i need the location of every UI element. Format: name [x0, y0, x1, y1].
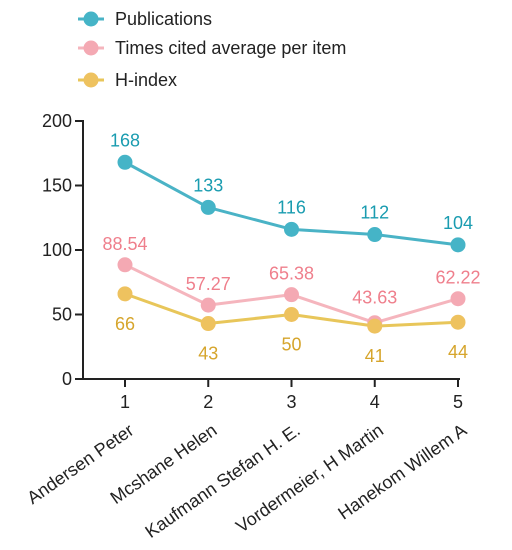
- y-tick-label: 0: [62, 369, 72, 389]
- series-2: [117, 286, 466, 334]
- series-0: [117, 154, 466, 253]
- data-label: 168: [110, 130, 140, 150]
- data-label: 62.22: [435, 268, 480, 288]
- data-point: [200, 199, 216, 215]
- legend-marker-1: [83, 40, 99, 56]
- data-point: [117, 154, 133, 170]
- y-tick-label: 150: [42, 176, 72, 196]
- data-point: [117, 257, 133, 273]
- data-label: 65.38: [269, 264, 314, 284]
- data-label: 88.54: [102, 234, 147, 254]
- legend-marker-2: [83, 72, 99, 88]
- data-point: [117, 286, 133, 302]
- data-label: 66: [115, 314, 135, 334]
- data-label: 116: [277, 197, 306, 217]
- data-label: 44: [448, 342, 468, 362]
- data-label: 57.27: [186, 274, 231, 294]
- legend-label-2: H-index: [115, 70, 177, 90]
- data-label: 50: [281, 335, 301, 355]
- legend-label-1: Times cited average per item: [115, 38, 346, 58]
- data-label: 41: [365, 346, 385, 366]
- x-tick-label: 1: [120, 392, 130, 412]
- data-label: 112: [360, 203, 389, 223]
- data-label: 133: [193, 175, 223, 195]
- x-tick-label: 5: [453, 392, 463, 412]
- x-tick-label: 4: [370, 392, 380, 412]
- data-point: [450, 237, 466, 253]
- data-point: [367, 318, 383, 334]
- data-point: [450, 291, 466, 307]
- data-point: [284, 221, 299, 237]
- data-label: 43.63: [352, 288, 397, 308]
- y-tick-label: 50: [52, 305, 72, 325]
- category-label: Vordermeier, H Martin: [232, 420, 387, 537]
- data-point: [450, 314, 466, 330]
- data-point: [367, 227, 383, 243]
- y-tick-label: 200: [42, 111, 72, 131]
- data-point: [200, 297, 216, 313]
- legend-label-0: Publications: [115, 9, 212, 29]
- data-point: [284, 287, 299, 303]
- legend-marker-0: [83, 11, 99, 27]
- y-tick-label: 100: [42, 240, 72, 260]
- x-tick-label: 3: [286, 392, 296, 412]
- data-label: 43: [198, 344, 218, 364]
- series-layer: 168 133 116 112 104 88.54 57.27 65.38 43.63 62.22…: [102, 130, 480, 366]
- data-point: [200, 316, 216, 332]
- data-label: 104: [443, 213, 473, 233]
- category-label: Kaufmann Stefan H. E.: [142, 420, 304, 542]
- axes: 0 50 100 150 200 1 2 3 4 5: [42, 111, 463, 412]
- x-tick-label: 2: [203, 392, 213, 412]
- data-point: [284, 307, 299, 322]
- legend: Publications Times cited average per item…: [78, 9, 346, 90]
